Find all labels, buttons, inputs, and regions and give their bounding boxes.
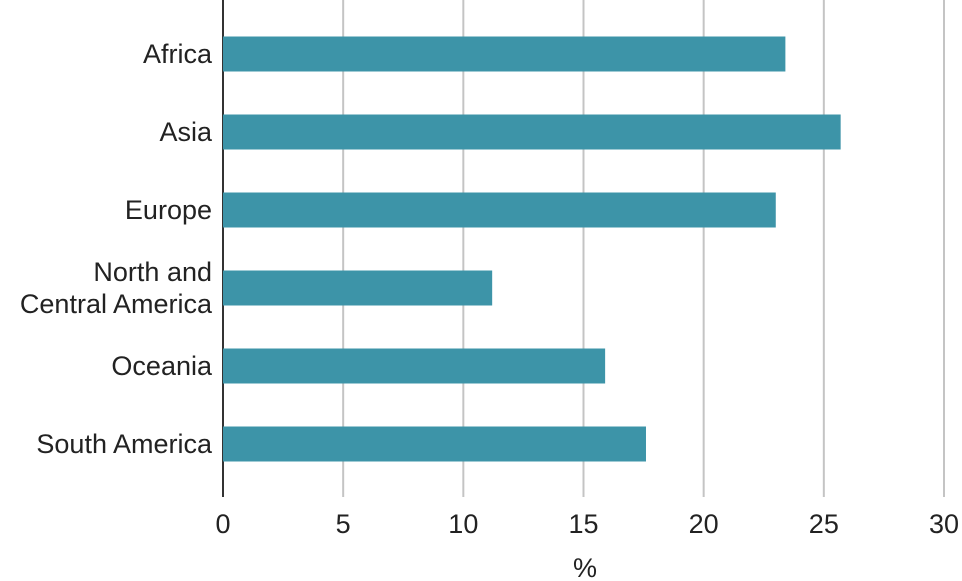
x-tick-label: 30	[928, 509, 960, 539]
bar	[223, 192, 776, 228]
y-tick-label: Asia	[159, 117, 212, 147]
x-tick-label: 0	[215, 509, 231, 539]
y-tick-label: Oceania	[111, 351, 212, 381]
y-tick-label: Africa	[142, 39, 212, 69]
x-tick-label: 10	[448, 509, 479, 539]
bar	[223, 426, 646, 462]
bar	[223, 114, 841, 150]
bar	[223, 36, 786, 72]
y-tick-label: Europe	[124, 195, 212, 225]
x-tick-label: 5	[335, 509, 351, 539]
x-tick-label: 25	[808, 509, 839, 539]
x-axis-label: %	[572, 553, 598, 581]
x-tick-label: 15	[568, 509, 599, 539]
bar	[223, 270, 493, 306]
bar	[223, 348, 606, 384]
y-tick-label: South America	[36, 429, 212, 459]
x-tick-label: 20	[688, 509, 719, 539]
y-tick-label: North and Central America	[19, 257, 212, 319]
